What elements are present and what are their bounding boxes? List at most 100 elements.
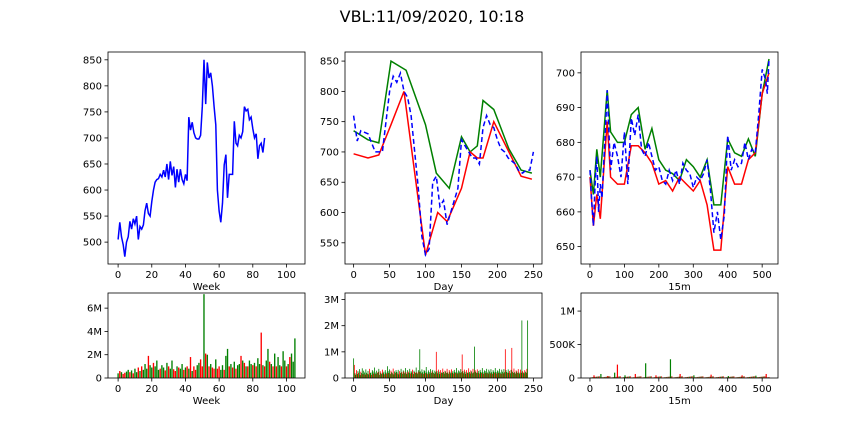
volume-bar [181, 364, 183, 378]
volume-bar [519, 373, 521, 378]
volume-bar [174, 371, 177, 378]
volume-bar [388, 373, 390, 378]
volume-bar [680, 376, 682, 378]
y-tick-label: 500K [549, 340, 575, 351]
volume-bar [607, 375, 609, 378]
axes-frame [107, 51, 306, 265]
volume-bar [204, 353, 207, 378]
volume-bar [139, 371, 141, 378]
volume-bar [431, 371, 433, 378]
volume-bar [406, 374, 408, 378]
volume-bar [225, 355, 227, 378]
volume-bar [425, 367, 427, 378]
volume-bar [495, 371, 497, 378]
x-tick-label: 60 [213, 270, 226, 281]
volume-bar [483, 373, 485, 378]
volume-bar [763, 376, 765, 378]
volume-bar [480, 371, 482, 378]
axes-frame [580, 51, 779, 265]
volume-bar [193, 366, 195, 378]
volume-bar [593, 375, 595, 378]
volume-bar [752, 376, 753, 378]
volume-bar [408, 373, 410, 378]
x-tick-label: 0 [587, 270, 593, 281]
volume-bar [206, 354, 209, 378]
x-tick-label: 100 [277, 270, 296, 281]
y-tick-label: 600 [320, 208, 339, 219]
volume-bar [280, 366, 283, 378]
volume-bar [376, 370, 378, 378]
volume-bar [220, 369, 222, 378]
x-tick-label: 100 [277, 384, 296, 395]
volume-bar [521, 320, 523, 378]
chart-panel-3: 0 100 200 300 400 500 650 660 670 680 690 700 15m [556, 51, 779, 293]
x-tick-label: 0 [350, 270, 356, 281]
price-line [352, 70, 535, 257]
volume-bar [368, 374, 370, 378]
volume-bar [455, 373, 457, 378]
x-axis-label: 15m [668, 282, 690, 293]
volume-bar [247, 366, 249, 378]
y-tick-label: 2M [324, 321, 339, 332]
volume-bar [479, 369, 481, 378]
volume-bar [167, 366, 170, 378]
volume-bar [422, 372, 424, 378]
volume-bar [433, 373, 435, 378]
axes-frame [107, 292, 306, 379]
volume-bar [650, 376, 652, 378]
volume-bar [648, 376, 650, 378]
y-tick-label: 550 [320, 238, 339, 249]
volume-bar [687, 376, 688, 378]
volume-bar [499, 372, 501, 378]
volume-bar [380, 372, 382, 378]
volume-bar [626, 376, 627, 378]
volume-bar [211, 367, 214, 378]
y-tick-label: 550 [83, 212, 102, 223]
volume-bar [440, 372, 442, 378]
volume-bar [397, 369, 399, 378]
volume-bar [423, 370, 425, 378]
volume-bar [258, 364, 261, 378]
volume-bar [122, 373, 124, 378]
volume-bar [693, 375, 695, 378]
volume-bar [279, 365, 281, 378]
volume-bar [404, 373, 406, 378]
volume-bar [706, 377, 708, 378]
volume-bar [226, 348, 229, 378]
volume-bar [386, 373, 388, 378]
volume-bar [451, 369, 452, 378]
volume-bar [619, 376, 621, 378]
volume-bar [463, 369, 465, 378]
volume-bar [732, 376, 734, 378]
low-line [589, 72, 770, 251]
x-tick-label: 400 [718, 270, 737, 281]
volume-bar [441, 373, 443, 378]
y-tick-label: 0 [333, 374, 339, 385]
volume-bar [512, 371, 513, 378]
volume-bar [257, 358, 259, 378]
volume-bar [615, 376, 617, 378]
volume-bar [203, 294, 205, 378]
volume-bar [149, 365, 151, 378]
volume-bar [409, 368, 411, 378]
volume-bar [494, 372, 495, 378]
volume-bar [215, 359, 217, 378]
volume-bar [125, 371, 128, 378]
y-tick-label: 800 [83, 81, 102, 92]
volume-bar [274, 353, 276, 378]
chart-panel-6: 0 100 200 300 400 500 0 500K 1M 15m [549, 292, 779, 407]
chart-panel-2: 0 50 100 150 200 250 550 600 650 700 750 800 850 Day [320, 51, 543, 293]
volume-bar [720, 376, 721, 378]
x-tick-label: 400 [718, 384, 737, 395]
volume-bar [618, 376, 620, 378]
volume-bar [223, 369, 225, 378]
volume-bar [507, 373, 508, 378]
volume-bar [515, 370, 517, 378]
volume-bar [454, 371, 456, 378]
volume-bar [696, 377, 698, 378]
volume-bar [701, 376, 703, 378]
volume-bar [639, 376, 641, 378]
volume-bar [414, 371, 416, 378]
volume-bar [381, 369, 383, 378]
volume-bar [428, 371, 430, 378]
